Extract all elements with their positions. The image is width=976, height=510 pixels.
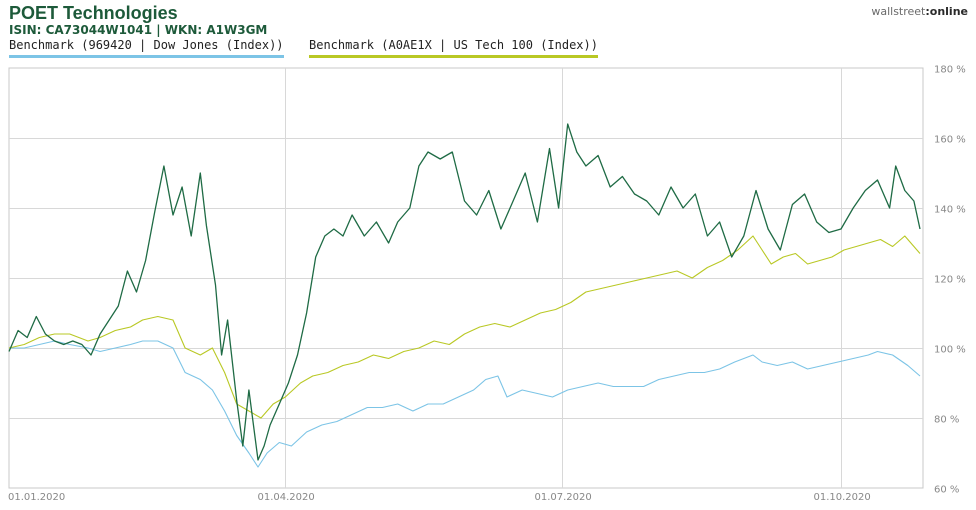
x-tick-label: 01.01.2020 xyxy=(8,492,65,503)
y-tick-label: 140 % xyxy=(934,205,966,216)
x-tick-label: 01.04.2020 xyxy=(258,492,315,503)
y-tick-label: 160 % xyxy=(934,135,966,146)
series-line-0 xyxy=(8,123,921,461)
brand-logo: wallstreet:online xyxy=(871,5,968,18)
legend-item-us-tech-100[interactable]: Benchmark (A0AE1X | US Tech 100 (Index)) xyxy=(309,38,598,58)
series-line-2 xyxy=(9,340,921,468)
brand-logo-right: :online xyxy=(925,5,968,18)
y-tick-label: 180 % xyxy=(934,65,966,76)
series-line-1 xyxy=(8,235,921,419)
isin-wkn-subtitle: ISIN: CA73044W1041 | WKN: A1W3GM xyxy=(9,23,268,37)
y-tick-label: 60 % xyxy=(934,485,959,496)
legend-item-dow-jones[interactable]: Benchmark (969420 | Dow Jones (Index)) xyxy=(9,38,284,58)
chart-title: POET Technologies xyxy=(9,3,178,23)
brand-logo-left: wallstreet xyxy=(871,5,926,18)
y-tick-label: 100 % xyxy=(934,345,966,356)
y-tick-label: 80 % xyxy=(934,415,959,426)
x-tick-label: 01.07.2020 xyxy=(535,492,592,503)
x-tick-label: 01.10.2020 xyxy=(814,492,871,503)
y-tick-label: 120 % xyxy=(934,275,966,286)
